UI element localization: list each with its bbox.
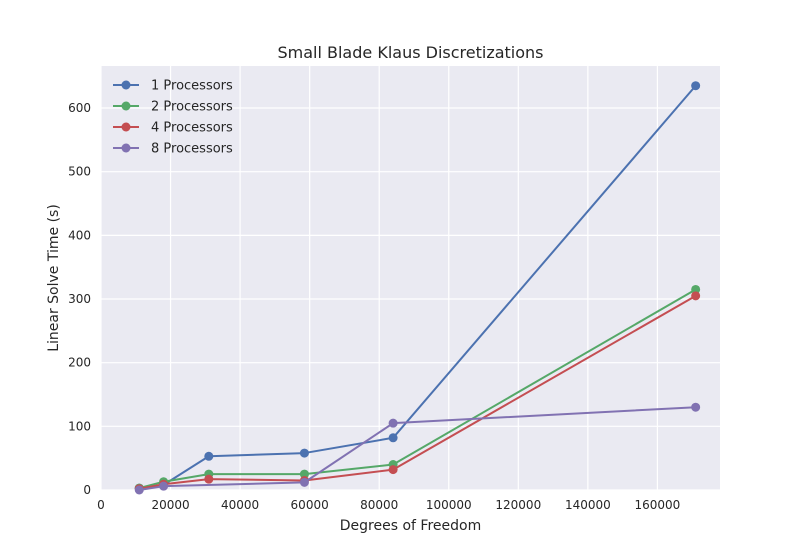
legend: 1 Processors 2 Processors 4 Processors 8 Pr… bbox=[113, 79, 233, 157]
x-tick-labels: 0 20000 40000 60000 80000 100000 120000 140000 1… bbox=[97, 498, 680, 512]
grid-lines bbox=[100, 66, 720, 491]
series-4 bbox=[134, 402, 701, 495]
legend-label: 1 Processors bbox=[151, 79, 233, 94]
legend-entry: 2 Processors bbox=[113, 100, 233, 115]
data-point bbox=[691, 81, 701, 91]
x-tick-label: 120000 bbox=[495, 498, 541, 512]
legend-label: 8 Processors bbox=[151, 142, 233, 157]
plot-background bbox=[101, 66, 720, 490]
x-tick-label: 100000 bbox=[426, 498, 472, 512]
y-tick-labels: 0 100 200 300 400 500 600 bbox=[68, 101, 91, 497]
data-point bbox=[388, 465, 398, 475]
legend-label: 2 Processors bbox=[151, 100, 233, 115]
x-tick-label: 140000 bbox=[565, 498, 611, 512]
data-point bbox=[691, 284, 701, 294]
data-point bbox=[204, 474, 214, 484]
series-layer bbox=[134, 81, 701, 495]
y-tick-label: 400 bbox=[68, 228, 91, 242]
data-point bbox=[388, 433, 398, 443]
data-point bbox=[299, 469, 309, 479]
data-point bbox=[299, 448, 309, 458]
legend-label: 4 Processors bbox=[151, 121, 233, 136]
y-tick-label: 600 bbox=[68, 101, 91, 115]
x-tick-label: 20000 bbox=[151, 498, 189, 512]
x-tick-label: 40000 bbox=[221, 498, 259, 512]
y-tick-label: 500 bbox=[68, 165, 91, 179]
data-point bbox=[691, 402, 701, 412]
y-tick-label: 100 bbox=[68, 419, 91, 433]
legend-entry: 1 Processors bbox=[113, 79, 233, 94]
y-tick-label: 0 bbox=[83, 483, 91, 497]
data-point bbox=[691, 291, 701, 301]
x-axis-label: Degrees of Freedom bbox=[340, 518, 481, 534]
y-tick-label: 200 bbox=[68, 356, 91, 370]
x-tick-label: 0 bbox=[97, 498, 105, 512]
legend-marker bbox=[121, 143, 131, 153]
x-tick-label: 80000 bbox=[360, 498, 398, 512]
legend-entry: 8 Processors bbox=[113, 142, 233, 157]
data-point bbox=[388, 418, 398, 428]
legend-marker bbox=[121, 122, 131, 132]
legend-marker bbox=[121, 101, 131, 111]
data-point bbox=[204, 451, 214, 461]
data-point bbox=[159, 481, 169, 491]
legend-marker bbox=[121, 80, 131, 90]
legend-entry: 4 Processors bbox=[113, 121, 233, 136]
chart-title: Small Blade Klaus Discretizations bbox=[277, 43, 543, 62]
data-point bbox=[299, 477, 309, 487]
data-point bbox=[134, 485, 144, 495]
y-tick-label: 300 bbox=[68, 292, 91, 306]
y-axis-label: Linear Solve Time (s) bbox=[46, 204, 62, 352]
x-tick-label: 160000 bbox=[634, 498, 680, 512]
x-tick-label: 60000 bbox=[291, 498, 329, 512]
